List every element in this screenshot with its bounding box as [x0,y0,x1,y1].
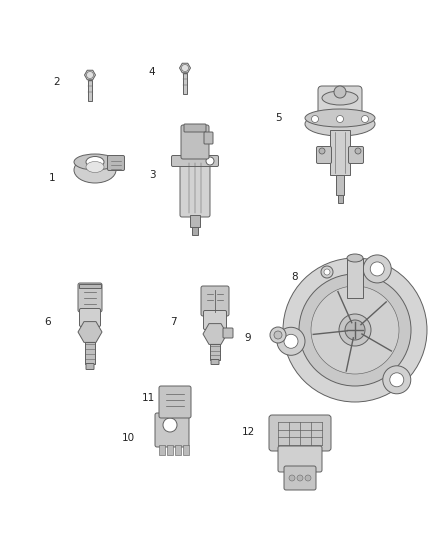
FancyBboxPatch shape [107,156,124,171]
Bar [347,258,363,298]
Bar [175,445,181,455]
FancyBboxPatch shape [201,286,229,316]
Circle shape [383,366,411,394]
Text: 9: 9 [245,333,251,343]
Text: 11: 11 [141,393,155,403]
Circle shape [206,157,214,165]
Bar [190,215,200,227]
Ellipse shape [305,109,375,127]
Circle shape [277,327,305,356]
Circle shape [297,475,303,481]
FancyBboxPatch shape [204,311,226,329]
Ellipse shape [86,157,104,167]
Bar [183,73,187,94]
FancyBboxPatch shape [211,359,219,365]
Bar [79,284,101,288]
Circle shape [336,116,343,123]
Circle shape [283,258,427,402]
Text: 4: 4 [148,67,155,77]
Circle shape [361,116,368,123]
Circle shape [299,274,411,386]
Circle shape [305,475,311,481]
Circle shape [390,373,404,387]
Text: 5: 5 [275,113,281,123]
Bar [88,80,92,101]
FancyBboxPatch shape [349,147,364,164]
Circle shape [355,148,361,154]
Circle shape [284,334,298,348]
Circle shape [334,86,346,98]
Circle shape [86,71,93,78]
FancyBboxPatch shape [317,147,332,164]
Circle shape [370,262,384,276]
Circle shape [363,255,391,283]
Bar [338,195,343,203]
Circle shape [324,269,330,275]
Ellipse shape [347,254,363,262]
Circle shape [345,320,365,340]
FancyBboxPatch shape [284,466,316,490]
Bar [159,445,165,455]
Text: 3: 3 [148,170,155,180]
Bar [336,175,344,195]
Bar [183,445,189,455]
FancyBboxPatch shape [78,283,102,312]
FancyBboxPatch shape [181,125,209,159]
FancyBboxPatch shape [204,132,213,144]
FancyBboxPatch shape [278,446,322,472]
Text: 7: 7 [170,317,177,327]
Ellipse shape [305,112,375,136]
FancyBboxPatch shape [155,413,189,447]
Text: 10: 10 [121,433,134,443]
Bar [192,227,198,235]
FancyBboxPatch shape [86,364,94,369]
Text: 6: 6 [45,317,51,327]
FancyBboxPatch shape [159,386,191,418]
Circle shape [311,116,318,123]
Circle shape [270,327,286,343]
Text: 8: 8 [292,272,298,282]
Ellipse shape [322,91,358,105]
Text: 1: 1 [49,173,55,183]
Circle shape [181,64,188,71]
Circle shape [274,331,282,339]
Circle shape [163,418,177,432]
FancyBboxPatch shape [184,124,206,132]
Ellipse shape [86,161,104,173]
Bar [330,130,350,175]
Circle shape [339,314,371,346]
Bar [85,342,95,364]
Circle shape [311,286,399,374]
FancyBboxPatch shape [172,156,219,166]
Text: 2: 2 [54,77,60,87]
Bar [167,445,173,455]
Circle shape [321,266,333,278]
Circle shape [319,148,325,154]
Ellipse shape [74,157,116,183]
Text: 12: 12 [241,427,254,437]
FancyBboxPatch shape [223,328,233,338]
FancyBboxPatch shape [318,86,362,118]
FancyBboxPatch shape [180,158,210,217]
Ellipse shape [74,154,116,170]
FancyBboxPatch shape [269,415,331,451]
Bar [210,344,220,360]
FancyBboxPatch shape [80,309,100,327]
Circle shape [289,475,295,481]
